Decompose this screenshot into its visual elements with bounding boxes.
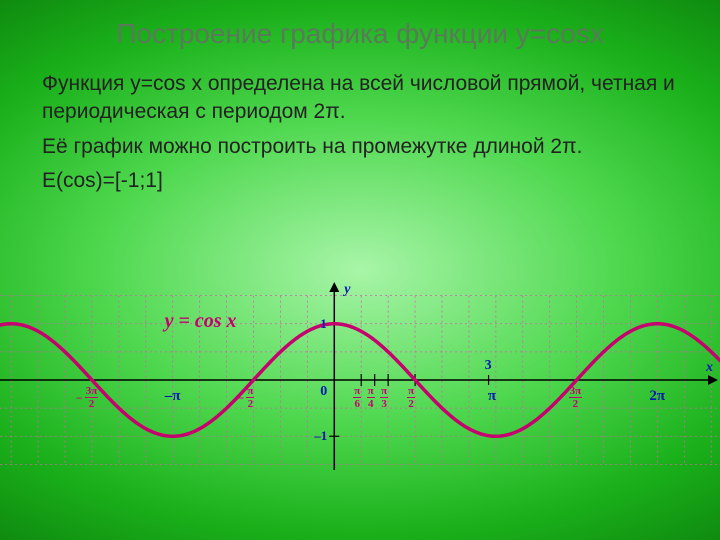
origin-label: 0 xyxy=(320,384,327,400)
x-axis-label: x xyxy=(706,360,713,376)
frac-tick-6: 3π2 xyxy=(569,386,583,410)
paragraph-3: E(cos)=[-1;1] xyxy=(42,167,678,195)
cosine-chart: y = cos x y x 0 1 –1 –π π 2π 3 −3π2 −π2 π6π4π3 π2 3π2 xyxy=(0,280,720,480)
frac-tick-2: π6 xyxy=(353,386,361,410)
y-neg1-label: –1 xyxy=(314,428,327,444)
description-block: Функция y=cos x определена на всей число… xyxy=(0,50,720,195)
frac-tick-1: −π2 xyxy=(238,386,255,410)
frac-tick-5: π2 xyxy=(407,386,415,410)
frac-tick-4: π3 xyxy=(380,386,388,410)
y-axis-label: y xyxy=(344,282,350,298)
x-minor-3-label: 3 xyxy=(485,358,492,374)
frac-tick-3: π4 xyxy=(367,386,375,410)
paragraph-1: Функция y=cos x определена на всей число… xyxy=(42,70,678,127)
x-major-label-1: π xyxy=(488,388,496,405)
paragraph-2: Её график можно построить на промежутке … xyxy=(42,133,678,161)
function-label: y = cos x xyxy=(165,310,237,333)
frac-tick-0: −3π2 xyxy=(76,386,98,410)
page-title: Построение графика функции y=cosx xyxy=(0,0,720,50)
x-major-label-0: –π xyxy=(165,388,181,405)
chart-svg xyxy=(0,280,720,480)
y-pos1-label: 1 xyxy=(320,316,327,332)
x-major-label-2: 2π xyxy=(649,388,665,405)
